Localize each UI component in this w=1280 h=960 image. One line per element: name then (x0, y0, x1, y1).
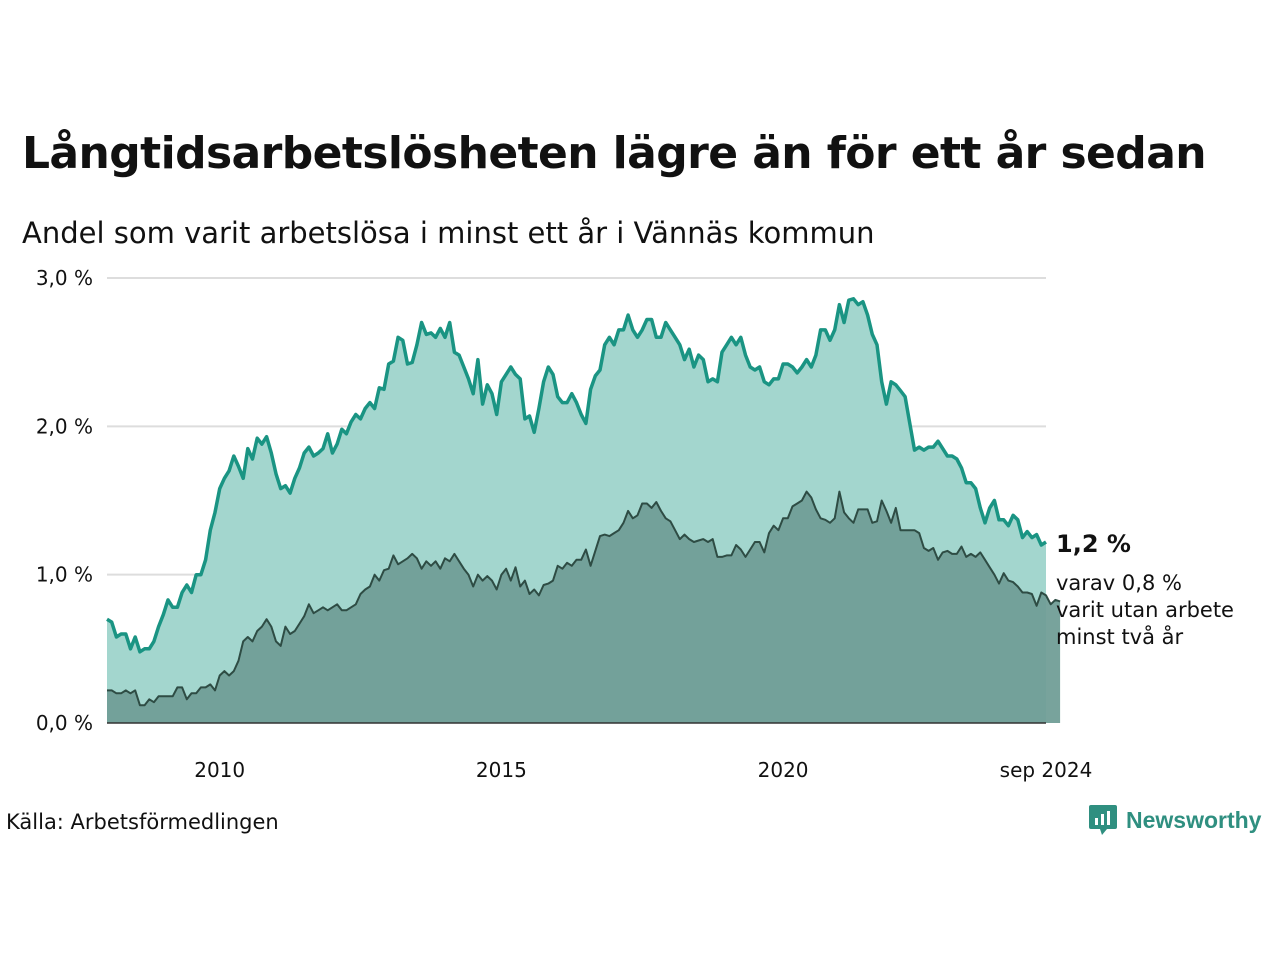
x-tick-label: sep 2024 (1000, 758, 1093, 782)
series-areas (107, 298, 1061, 723)
series-2-line (107, 490, 1061, 707)
brand-label: Newsworthy (1126, 806, 1262, 833)
annotation: 1,2 % varav 0,8 % varit utan arbete mins… (1056, 530, 1234, 649)
y-tick-label: 2,0 % (36, 414, 93, 438)
chart-title: Långtidsarbetslösheten lägre än för ett … (22, 128, 1207, 179)
y-tick-label: 1,0 % (36, 563, 93, 587)
brand-logo: Newsworthy (1088, 803, 1261, 837)
annotation-sub-line: varav 0,8 % (1056, 571, 1182, 595)
y-tick-label: 3,0 % (36, 266, 93, 290)
annotation-sub-line: minst två år (1056, 624, 1184, 649)
annotation-value: 1,2 % (1056, 530, 1131, 558)
series-1-line (106, 297, 1047, 654)
x-tick-label: 2010 (194, 758, 245, 782)
source-note: Källa: Arbetsförmedlingen (6, 810, 279, 834)
series-2-area (107, 491, 1061, 723)
axes: 0,0 % 1,0 % 2,0 % 3,0 % 2010 2015 2020 sep 2024 (36, 266, 1093, 782)
y-tick-label: 0,0 % (36, 711, 93, 735)
x-tick-label: 2015 (476, 758, 527, 782)
annotation-sub-line: varit utan arbete (1056, 598, 1234, 622)
x-tick-label: 2020 (758, 758, 809, 782)
newsworthy-logo-icon (1089, 805, 1117, 835)
series-lines (106, 297, 1061, 707)
chart-subtitle: Andel som varit arbetslösa i minst ett å… (22, 216, 875, 250)
